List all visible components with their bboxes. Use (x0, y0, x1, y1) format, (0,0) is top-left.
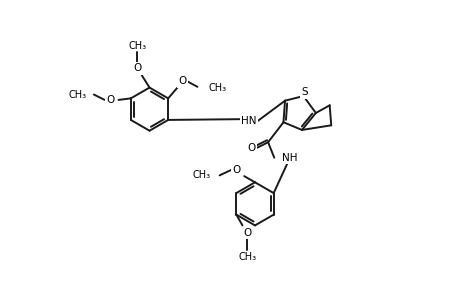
Text: NH: NH (281, 153, 297, 163)
Text: O: O (242, 228, 251, 238)
Text: O: O (178, 76, 186, 86)
Text: CH₃: CH₃ (68, 89, 86, 100)
Text: O: O (133, 63, 141, 73)
Text: CH₃: CH₃ (128, 41, 146, 51)
Text: O: O (106, 95, 114, 105)
Text: CH₃: CH₃ (237, 252, 256, 262)
Text: CH₃: CH₃ (208, 82, 226, 93)
Text: S: S (301, 87, 308, 97)
Text: CH₃: CH₃ (192, 170, 210, 180)
Text: O: O (246, 143, 255, 153)
Text: HN: HN (241, 116, 256, 126)
Text: O: O (232, 165, 240, 175)
